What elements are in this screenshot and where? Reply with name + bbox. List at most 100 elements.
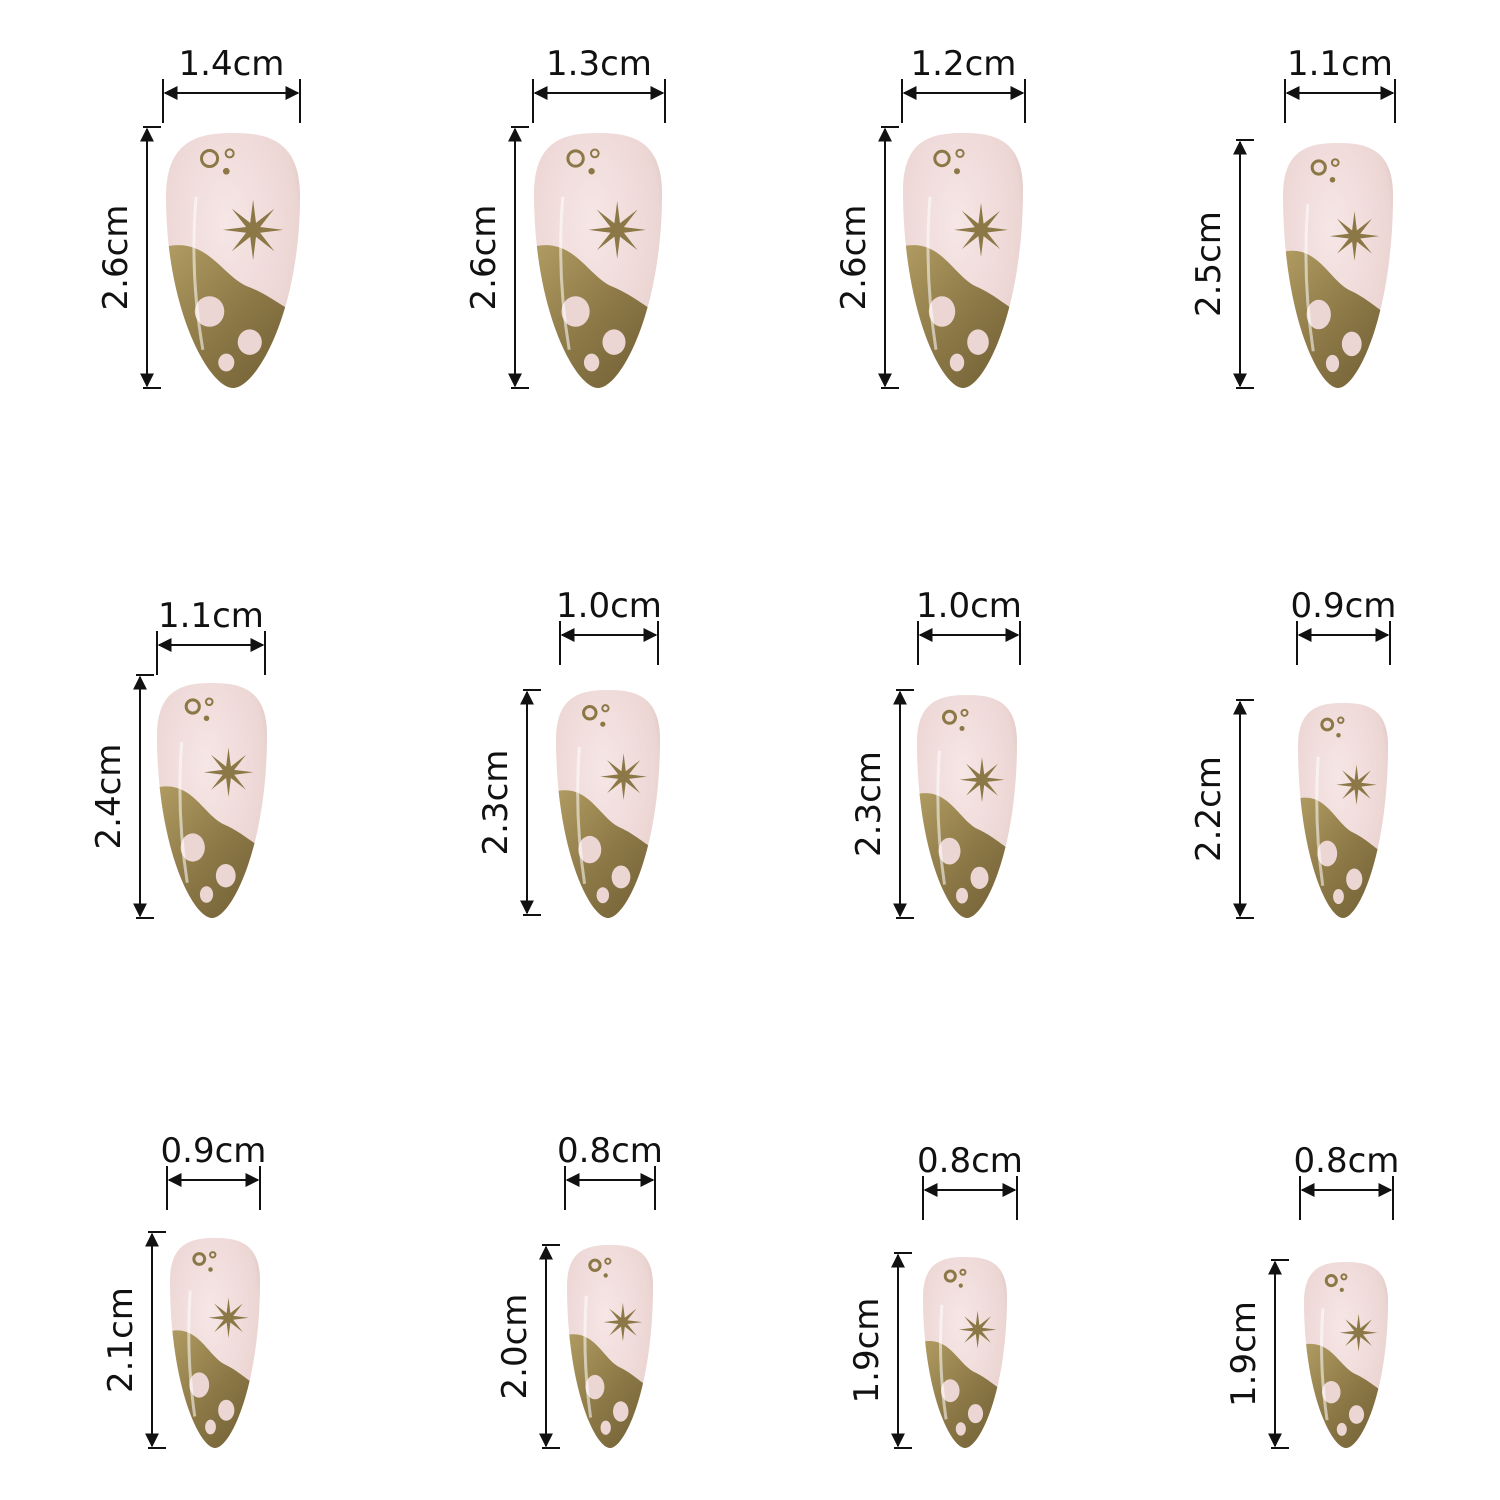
dot-icon [942, 709, 957, 725]
gloss-highlight [926, 196, 938, 350]
dot-icon [954, 168, 960, 175]
gloss-highlight [192, 196, 205, 351]
height-label: 2.3cm [849, 751, 889, 857]
dot-icon [582, 705, 598, 721]
nail-item: 1.4cm 2.6cm [96, 44, 301, 389]
nail-item: 1.0cm 2.3cm [476, 586, 662, 918]
dot-icon [222, 167, 230, 175]
width-label: 0.8cm [1294, 1141, 1400, 1181]
gloss-highlight [1304, 204, 1315, 352]
nail-item: 0.8cm 1.9cm [847, 1141, 1023, 1449]
dot-icon [1330, 158, 1340, 167]
nail-item: 0.9cm 2.1cm [101, 1131, 267, 1449]
gloss-highlight [1320, 1308, 1329, 1421]
nail-hole [941, 1379, 960, 1403]
nail-item: 0.8cm 1.9cm [1224, 1141, 1400, 1449]
dot-icon [200, 148, 220, 169]
star-icon [222, 199, 284, 261]
star-icon [208, 1297, 249, 1338]
nail-item: 1.3cm 2.6cm [464, 44, 666, 389]
nail-hole [585, 1374, 605, 1400]
nail-hole [955, 1422, 966, 1436]
nail-hole [1341, 331, 1362, 357]
nail-item: 1.0cm 2.3cm [849, 586, 1022, 919]
nail-hole [205, 1419, 216, 1435]
height-label: 2.6cm [464, 205, 504, 311]
height-label: 2.4cm [89, 744, 129, 850]
width-label: 1.1cm [1287, 44, 1393, 84]
dot-icon [589, 148, 600, 159]
gloss-highlight [936, 750, 946, 885]
nail-hole [956, 887, 968, 904]
nail-hole [199, 886, 214, 903]
star-icon [1329, 211, 1380, 261]
height-label: 2.1cm [101, 1287, 141, 1393]
nail-hole [1306, 299, 1331, 330]
dot-icon [933, 149, 951, 168]
gloss-highlight [1315, 756, 1325, 886]
dot-icon [1324, 1274, 1338, 1288]
nail-hole [218, 1399, 235, 1421]
nail-hole [1317, 840, 1338, 867]
width-label: 1.1cm [158, 596, 264, 636]
width-label: 1.3cm [546, 44, 652, 84]
dot-icon [958, 1283, 963, 1288]
dot-icon [943, 1269, 957, 1283]
nail-hole [189, 1372, 210, 1398]
nail-item: 1.1cm 2.4cm [89, 596, 267, 919]
star-icon [203, 747, 254, 797]
nail-hole [967, 1404, 984, 1424]
dot-icon [184, 698, 201, 715]
width-label: 1.4cm [179, 44, 285, 84]
width-label: 0.9cm [161, 1131, 267, 1171]
nail-hole [600, 1420, 611, 1435]
dot-icon [600, 721, 606, 727]
dot-icon [959, 1268, 967, 1276]
height-label: 2.3cm [476, 750, 516, 856]
width-label: 1.0cm [556, 586, 662, 626]
nail-hole [949, 353, 965, 372]
nail-hole [1322, 1381, 1341, 1404]
dot-icon [566, 149, 585, 168]
nail-hole [583, 353, 600, 372]
nail-hole [611, 865, 631, 889]
star-icon [1336, 764, 1377, 805]
nail-hole [602, 329, 626, 355]
height-label: 2.2cm [1189, 756, 1229, 862]
gloss-highlight [939, 1304, 948, 1420]
dot-icon [1310, 159, 1327, 176]
dot-icon [955, 148, 965, 158]
nail-hole [1325, 354, 1340, 373]
height-label: 1.9cm [1224, 1301, 1264, 1407]
gloss-highlight [178, 741, 189, 883]
dot-icon [204, 697, 214, 707]
nail-hole [970, 866, 989, 890]
dot-icon [208, 1267, 213, 1272]
width-label: 1.2cm [911, 44, 1017, 84]
dot-icon [959, 725, 965, 731]
star-icon [954, 202, 1008, 257]
dot-icon [588, 1258, 602, 1272]
nail-hole [1346, 868, 1363, 891]
nail-hole [938, 837, 961, 865]
nail-hole [194, 296, 225, 327]
dot-icon [1320, 717, 1335, 732]
gloss-highlight [187, 1290, 197, 1417]
width-label: 0.9cm [1291, 586, 1397, 626]
nail-hole [967, 329, 989, 355]
height-label: 2.0cm [495, 1294, 535, 1400]
gloss-highlight [559, 196, 571, 350]
nail-hole [1336, 1422, 1347, 1436]
nail-hole [928, 296, 956, 327]
nail-hole [613, 1401, 629, 1422]
nail-item: 1.2cm 2.6cm [834, 44, 1026, 389]
star-icon [959, 757, 1005, 803]
nail-hole [578, 835, 602, 864]
dot-icon [1339, 1287, 1344, 1292]
height-label: 2.6cm [834, 205, 874, 311]
nail-hole [180, 833, 205, 862]
dot-icon [1336, 733, 1341, 738]
dot-icon [209, 1251, 217, 1259]
dot-icon [603, 1273, 608, 1278]
nail-hole [596, 887, 610, 904]
